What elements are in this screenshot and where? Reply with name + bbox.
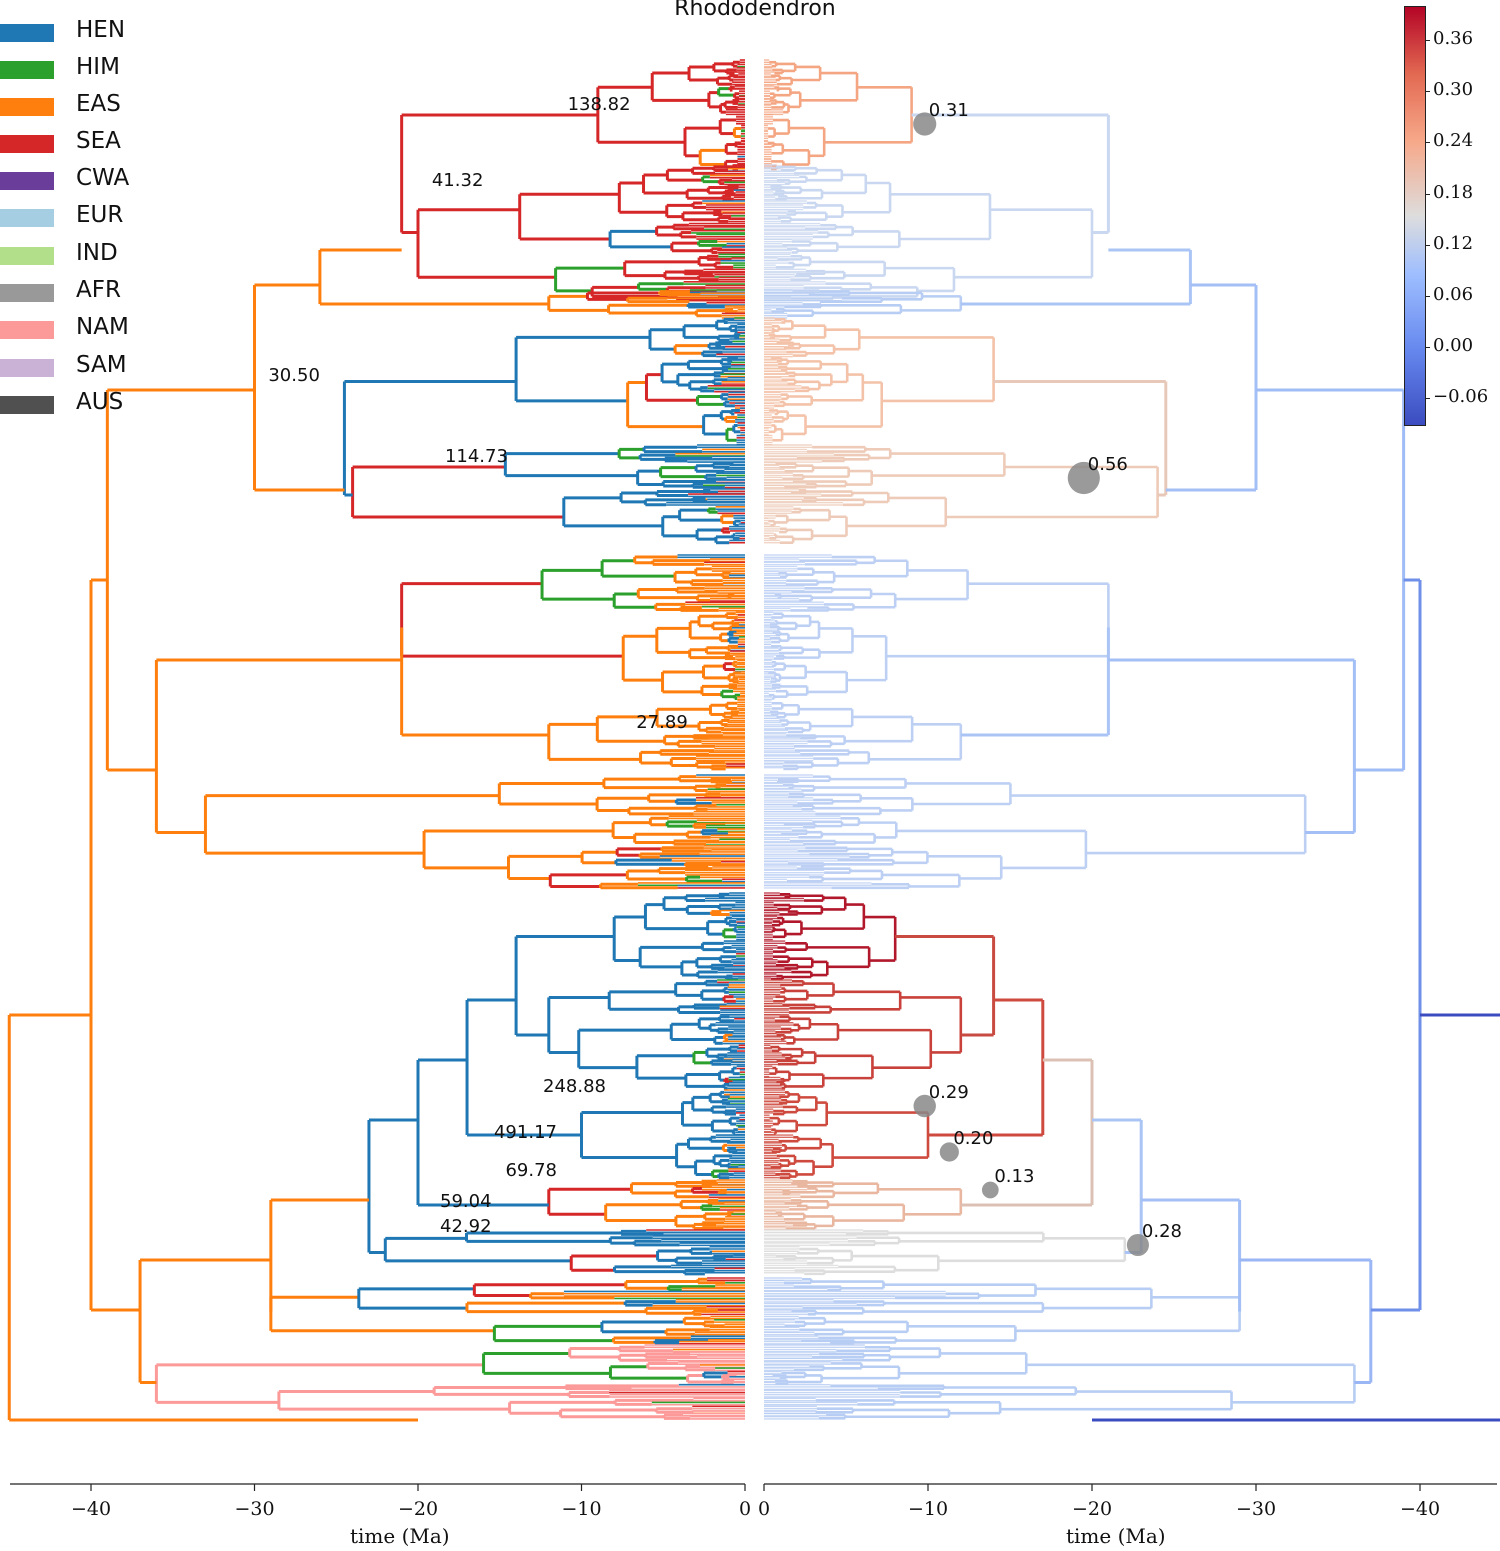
node-label: 42.92 (440, 1216, 492, 1237)
x-axis-label-left: time (Ma) (350, 1524, 450, 1548)
colorbar-tick-mark (1425, 40, 1430, 42)
colorbar-tick-mark (1425, 91, 1430, 93)
legend-item-cwa: CWA (0, 162, 160, 192)
legend-label: AUS (76, 389, 124, 415)
colorbar-tick-mark (1425, 347, 1430, 349)
legend-label: SEA (76, 128, 121, 154)
rate-marker-label: 0.28 (1142, 1221, 1182, 1242)
x-tick-label-right: 0 (758, 1498, 770, 1520)
rate-marker-label: 0.31 (929, 100, 969, 121)
x-tick-label-right: −10 (908, 1498, 948, 1520)
rate-marker (913, 112, 937, 136)
legend-label: EUR (76, 202, 124, 228)
legend-swatch (0, 209, 54, 227)
colorbar-tick-mark (1425, 244, 1430, 246)
rate-marker (981, 1181, 999, 1199)
legend-label: SAM (76, 352, 127, 378)
colorbar-tick-label: 0.24 (1433, 130, 1474, 152)
colorbar (1404, 6, 1426, 426)
node-label: 41.32 (432, 170, 484, 191)
colorbar-tick-mark (1425, 398, 1430, 400)
colorbar-tick-mark (1425, 142, 1430, 144)
rate-marker (913, 1094, 936, 1118)
legend-label: HIM (76, 54, 120, 80)
colorbar-tick-mark (1425, 296, 1430, 298)
node-label: 138.82 (568, 94, 631, 115)
legend-swatch (0, 135, 54, 153)
rate-marker-label: 0.13 (994, 1166, 1034, 1187)
legend-label: NAM (76, 314, 129, 340)
colorbar-tick-label: 0.36 (1433, 28, 1474, 50)
legend-label: AFR (76, 277, 121, 303)
legend-swatch (0, 321, 54, 339)
chart-title: Rhododendron (674, 0, 836, 21)
legend-item-afr: AFR (0, 274, 160, 304)
rate-marker (939, 1142, 959, 1162)
colorbar-tick-label: 0.00 (1433, 335, 1474, 357)
legend-item-eas: EAS (0, 88, 160, 118)
rate-marker-label: 0.56 (1088, 454, 1128, 475)
legend-item-sea: SEA (0, 125, 160, 155)
colorbar-tick-label: 0.30 (1433, 79, 1474, 101)
legend-label: EAS (76, 91, 121, 117)
node-label: 248.88 (543, 1076, 606, 1097)
node-label: 30.50 (268, 365, 320, 386)
colorbar-tick-label: 0.12 (1433, 232, 1474, 254)
x-tick-label-left: −40 (71, 1498, 111, 1520)
legend-label: CWA (76, 165, 130, 191)
colorbar-tick-label: 0.06 (1433, 284, 1474, 306)
node-label: 27.89 (636, 712, 688, 733)
node-label: 114.73 (445, 446, 508, 467)
x-tick-label-right: −20 (1072, 1498, 1112, 1520)
x-tick-label-left: −30 (234, 1498, 274, 1520)
node-label: 491.17 (494, 1122, 557, 1143)
node-label: 59.04 (440, 1191, 492, 1212)
node-label: 69.78 (505, 1160, 557, 1181)
legend-item-nam: NAM (0, 311, 160, 341)
colorbar-tick-mark (1425, 193, 1430, 195)
x-tick-label-right: −40 (1400, 1498, 1440, 1520)
legend-swatch (0, 24, 54, 42)
legend-swatch (0, 396, 54, 414)
legend-item-aus: AUS (0, 386, 160, 416)
legend-swatch (0, 284, 54, 302)
legend-swatch (0, 98, 54, 116)
legend-swatch (0, 247, 54, 265)
rate-marker-label: 0.29 (929, 1082, 969, 1103)
legend-item-ind: IND (0, 237, 160, 267)
legend-item-eur: EUR (0, 199, 160, 229)
legend-item-hen: HEN (0, 14, 160, 44)
rate-marker (1067, 461, 1100, 495)
legend-label: HEN (76, 17, 126, 43)
rate-marker-label: 0.20 (953, 1128, 993, 1149)
legend-item-him: HIM (0, 51, 160, 81)
legend-swatch (0, 61, 54, 79)
x-tick-label-left: −10 (561, 1498, 601, 1520)
colorbar-tick-label: −0.06 (1433, 386, 1489, 408)
x-tick-label-left: −20 (398, 1498, 438, 1520)
legend-item-sam: SAM (0, 349, 160, 379)
legend-swatch (0, 359, 54, 377)
rate-marker (1126, 1233, 1149, 1257)
legend-swatch (0, 172, 54, 190)
x-tick-label-left: 0 (739, 1498, 751, 1520)
legend-label: IND (76, 240, 118, 266)
colorbar-tick-label: 0.18 (1433, 181, 1474, 203)
x-tick-label-right: −30 (1236, 1498, 1276, 1520)
x-axis-label-right: time (Ma) (1066, 1524, 1166, 1548)
